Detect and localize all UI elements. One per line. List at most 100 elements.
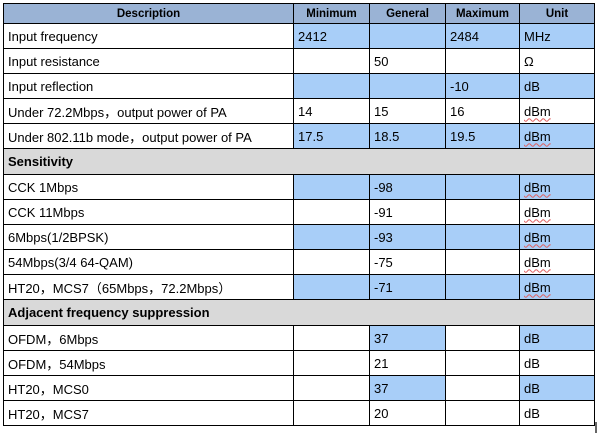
cell-general: 20 bbox=[369, 400, 446, 426]
cell-maximum: -10 bbox=[445, 73, 520, 99]
cell-minimum bbox=[293, 174, 370, 200]
cell-unit-text: dBm bbox=[524, 128, 551, 144]
table-row: HT20，MCS7 20 dB bbox=[3, 400, 595, 426]
cell-description: CCK 11Mbps bbox=[3, 199, 294, 225]
table-row: HT20，MCS0 37 dB bbox=[3, 375, 595, 401]
cell-general bbox=[369, 23, 446, 49]
table-row: CCK 1Mbps -98 dBm bbox=[3, 174, 595, 200]
spec-table-container: Description Minimum General Maximum Unit… bbox=[3, 3, 595, 426]
cell-maximum bbox=[445, 249, 520, 275]
cell-general: 18.5 bbox=[369, 123, 446, 149]
cell-unit: dB bbox=[519, 350, 595, 376]
cell-description: 6Mbps(1/2BPSK) bbox=[3, 224, 294, 250]
section-title-adjacent: Adjacent frequency suppression bbox=[3, 299, 595, 326]
cell-general: -71 bbox=[369, 274, 446, 300]
cell-maximum: 2484 bbox=[445, 23, 520, 49]
section-title-sensitivity: Sensitivity bbox=[3, 148, 595, 175]
cell-minimum bbox=[293, 375, 370, 401]
section-header-row: Adjacent frequency suppression bbox=[3, 299, 595, 326]
cell-description: OFDM，54Mbps bbox=[3, 350, 294, 376]
cell-minimum bbox=[293, 249, 370, 275]
cell-description: Under 802.11b mode，output power of PA bbox=[3, 123, 294, 149]
header-minimum: Minimum bbox=[293, 3, 370, 24]
cell-maximum bbox=[445, 274, 520, 300]
cell-minimum bbox=[293, 224, 370, 250]
cell-description: Input reflection bbox=[3, 73, 294, 99]
cell-unit: dBm bbox=[519, 224, 595, 250]
cell-minimum bbox=[293, 73, 370, 99]
header-general: General bbox=[369, 3, 446, 24]
table-row: Under 72.2Mbps，output power of PA 14 15 … bbox=[3, 98, 595, 124]
section-header-row: Sensitivity bbox=[3, 148, 595, 175]
cell-minimum bbox=[293, 274, 370, 300]
table-row: HT20，MCS7（65Mbps，72.2Mbps） -71 dBm bbox=[3, 274, 595, 300]
cell-general: 37 bbox=[369, 325, 446, 351]
cell-description: HT20，MCS7（65Mbps，72.2Mbps） bbox=[3, 274, 294, 300]
header-maximum: Maximum bbox=[445, 3, 520, 24]
cell-unit: Ω bbox=[519, 48, 595, 74]
header-unit: Unit bbox=[519, 3, 595, 24]
table-row: 54Mbps(3/4 64-QAM) -75 dBm bbox=[3, 249, 595, 275]
table-row: OFDM，6Mbps 37 dB bbox=[3, 325, 595, 351]
header-description: Description bbox=[3, 3, 294, 24]
cell-minimum bbox=[293, 48, 370, 74]
cell-unit-text: dBm bbox=[524, 254, 551, 270]
cell-maximum bbox=[445, 199, 520, 225]
cell-maximum bbox=[445, 350, 520, 376]
table-row: Under 802.11b mode，output power of PA 17… bbox=[3, 123, 595, 149]
cell-unit-text: dBm bbox=[524, 179, 551, 195]
table-row: Input frequency 2412 2484 MHz bbox=[3, 23, 595, 49]
cell-unit: dBm bbox=[519, 98, 595, 124]
cell-minimum bbox=[293, 199, 370, 225]
table-row: 6Mbps(1/2BPSK) -93 dBm bbox=[3, 224, 595, 250]
cell-unit-text: dBm bbox=[524, 103, 551, 119]
table-row: OFDM，54Mbps 21 dB bbox=[3, 350, 595, 376]
cell-unit: dBm bbox=[519, 123, 595, 149]
cell-description: Input resistance bbox=[3, 48, 294, 74]
cell-description: 54Mbps(3/4 64-QAM) bbox=[3, 249, 294, 275]
cell-unit-text: dBm bbox=[524, 279, 551, 295]
cell-maximum bbox=[445, 375, 520, 401]
cell-maximum bbox=[445, 48, 520, 74]
cell-unit: dBm bbox=[519, 274, 595, 300]
cell-minimum: 14 bbox=[293, 98, 370, 124]
cell-maximum bbox=[445, 400, 520, 426]
cell-general: 37 bbox=[369, 375, 446, 401]
cell-unit: MHz bbox=[519, 23, 595, 49]
cell-description: CCK 1Mbps bbox=[3, 174, 294, 200]
cell-unit: dB bbox=[519, 73, 595, 99]
cell-minimum: 2412 bbox=[293, 23, 370, 49]
cell-general: -91 bbox=[369, 199, 446, 225]
cell-minimum: 17.5 bbox=[293, 123, 370, 149]
cell-general: 15 bbox=[369, 98, 446, 124]
cell-minimum bbox=[293, 325, 370, 351]
cell-minimum bbox=[293, 350, 370, 376]
cell-maximum: 16 bbox=[445, 98, 520, 124]
cell-description: Under 72.2Mbps，output power of PA bbox=[3, 98, 294, 124]
cursor-mark bbox=[595, 422, 597, 433]
spec-table: Description Minimum General Maximum Unit… bbox=[3, 3, 595, 426]
cell-general: -98 bbox=[369, 174, 446, 200]
cell-minimum bbox=[293, 400, 370, 426]
table-row: CCK 11Mbps -91 dBm bbox=[3, 199, 595, 225]
cell-description: HT20，MCS7 bbox=[3, 400, 294, 426]
cell-maximum: 19.5 bbox=[445, 123, 520, 149]
cell-unit: dBm bbox=[519, 199, 595, 225]
cell-unit: dB bbox=[519, 325, 595, 351]
cell-general: 21 bbox=[369, 350, 446, 376]
cell-description: HT20，MCS0 bbox=[3, 375, 294, 401]
table-header-row: Description Minimum General Maximum Unit bbox=[3, 3, 595, 24]
table-row: Input resistance 50 Ω bbox=[3, 48, 595, 74]
cell-unit: dBm bbox=[519, 249, 595, 275]
cell-unit: dBm bbox=[519, 174, 595, 200]
cell-unit: dB bbox=[519, 400, 595, 426]
cell-unit-text: dBm bbox=[524, 204, 551, 220]
cell-general: -75 bbox=[369, 249, 446, 275]
cell-general bbox=[369, 73, 446, 99]
cell-general: 50 bbox=[369, 48, 446, 74]
cell-unit: dB bbox=[519, 375, 595, 401]
cell-maximum bbox=[445, 174, 520, 200]
cell-maximum bbox=[445, 325, 520, 351]
cell-general: -93 bbox=[369, 224, 446, 250]
cell-description: Input frequency bbox=[3, 23, 294, 49]
